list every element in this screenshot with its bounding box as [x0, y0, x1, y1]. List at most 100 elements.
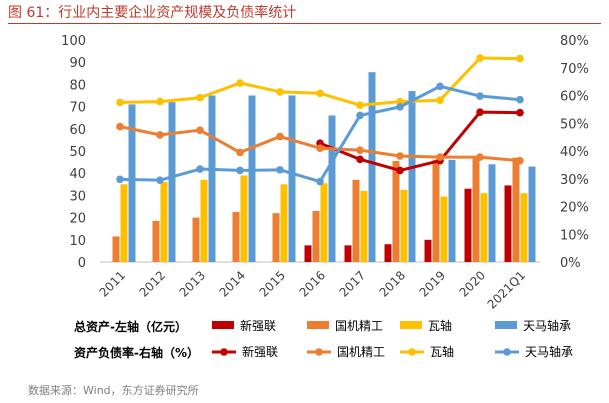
right-tick-label: 60%: [560, 90, 589, 105]
line-瓦轴: [119, 56, 521, 107]
legend-line-label: 新强联: [242, 344, 278, 359]
point-国机精工: [396, 152, 404, 160]
left-tick-label: 20: [69, 212, 86, 227]
point-国机精工: [156, 131, 164, 139]
point-新强联: [516, 108, 524, 117]
right-tick-label: 50%: [560, 117, 589, 132]
bar-瓦轴: [200, 179, 208, 262]
point-国机精工: [516, 156, 524, 165]
category-label: 2011: [97, 268, 128, 299]
bar-天马轴承: [488, 164, 496, 262]
bar-瓦轴: [240, 175, 248, 262]
bar-天马轴承: [248, 95, 256, 262]
bar-国机精工: [272, 213, 280, 262]
legend-line-marker: [408, 348, 416, 356]
left-tick-label: 60: [69, 123, 86, 138]
category-label: 2021Q1: [485, 268, 529, 312]
point-天马轴承: [356, 111, 364, 120]
bar-国机精工: [152, 220, 160, 262]
category-label: 2015: [257, 268, 288, 299]
bar-国机精工: [472, 157, 480, 262]
category-label: 2018: [377, 268, 408, 299]
legend-bar-swatch: [495, 321, 517, 329]
point-天马轴承: [316, 177, 324, 186]
bar-新强联: [504, 185, 512, 262]
bar-新强联: [304, 245, 312, 262]
right-tick-label: 70%: [560, 62, 589, 77]
bar-瓦轴: [320, 183, 328, 262]
point-瓦轴: [196, 93, 204, 102]
lines: [116, 54, 524, 186]
point-瓦轴: [356, 101, 364, 110]
point-天马轴承: [156, 176, 164, 184]
point-国机精工: [436, 153, 444, 161]
bar-新强联: [384, 244, 392, 262]
point-国机精工: [356, 146, 364, 154]
point-新强联: [356, 155, 364, 164]
point-天马轴承: [196, 165, 204, 173]
right-tick-label: 40%: [560, 145, 589, 160]
bar-瓦轴: [120, 184, 128, 262]
point-瓦轴: [236, 79, 244, 87]
category-label: 2014: [217, 268, 248, 299]
point-瓦轴: [396, 97, 404, 106]
legend-bar-swatch: [400, 321, 422, 329]
point-瓦轴: [156, 97, 164, 106]
category-label: 2016: [297, 268, 328, 299]
bar-天马轴承: [328, 115, 336, 262]
left-tick-label: 10: [69, 234, 86, 249]
point-国机精工: [276, 132, 284, 141]
bar-国机精工: [512, 157, 520, 262]
left-tick-label: 50: [69, 145, 86, 160]
legend-line-marker: [315, 348, 323, 356]
category-label: 2019: [417, 268, 448, 299]
left-tick-label: 90: [69, 56, 86, 71]
category-label: 2013: [177, 268, 208, 299]
point-瓦轴: [316, 89, 324, 98]
bar-天马轴承: [408, 91, 416, 262]
left-tick-label: 70: [69, 101, 86, 116]
bar-新强联: [424, 239, 432, 262]
legend-bar-swatch: [307, 321, 329, 329]
category-label: 2020: [457, 268, 488, 299]
right-tick-label: 20%: [560, 201, 589, 216]
line-新强联: [319, 110, 521, 172]
legend-bars-title: 总资产-左轴（亿元）: [74, 319, 187, 334]
point-新强联: [476, 108, 484, 116]
bar-新强联: [464, 188, 472, 262]
bar-天马轴承: [368, 72, 376, 262]
bars: [112, 72, 536, 262]
bar-国机精工: [112, 236, 120, 262]
legend-line-marker: [503, 348, 511, 356]
category-label: 2017: [337, 268, 368, 299]
point-天马轴承: [396, 103, 404, 111]
bar-天马轴承: [168, 102, 176, 262]
right-tick-label: 10%: [560, 228, 589, 243]
bar-天马轴承: [208, 95, 216, 262]
source-note: 数据来源：Wind，东方证券研究所: [28, 384, 199, 397]
legend-bar-swatch: [212, 321, 234, 329]
bar-瓦轴: [360, 190, 368, 262]
point-天马轴承: [276, 166, 284, 174]
legend-line-marker: [220, 348, 228, 356]
legend-bar-label: 国机精工: [335, 319, 383, 333]
left-tick-label: 100: [61, 34, 86, 49]
point-天马轴承: [116, 175, 124, 184]
bar-国机精工: [352, 179, 360, 262]
bar-天马轴承: [528, 166, 536, 262]
bar-天马轴承: [448, 159, 456, 262]
point-瓦轴: [516, 54, 524, 63]
bar-国机精工: [432, 159, 440, 262]
left-tick-label: 80: [69, 78, 86, 93]
bar-国机精工: [192, 217, 200, 262]
bar-瓦轴: [280, 184, 288, 262]
point-瓦轴: [476, 54, 484, 62]
left-tick-label: 0: [78, 256, 86, 271]
category-label: 2012: [137, 268, 168, 299]
legend-bar-label: 新强联: [240, 318, 276, 333]
bar-新强联: [344, 245, 352, 262]
bar-国机精工: [232, 212, 240, 262]
left-tick-label: 40: [69, 167, 86, 182]
